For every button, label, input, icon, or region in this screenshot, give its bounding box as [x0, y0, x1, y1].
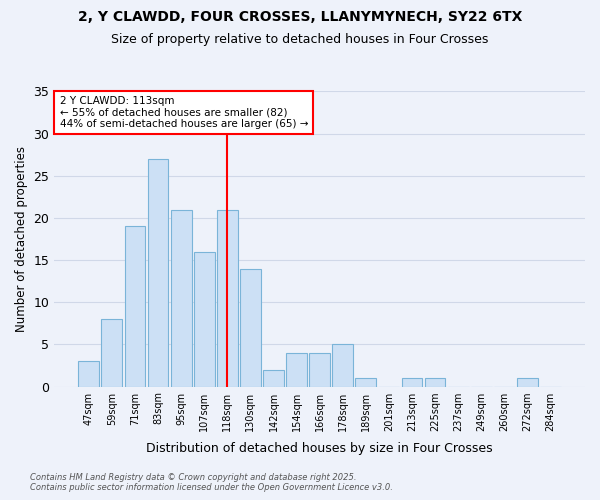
Bar — [309, 353, 330, 386]
Text: 2, Y CLAWDD, FOUR CROSSES, LLANYMYNECH, SY22 6TX: 2, Y CLAWDD, FOUR CROSSES, LLANYMYNECH, … — [78, 10, 522, 24]
Bar — [194, 252, 215, 386]
Bar — [240, 268, 261, 386]
Y-axis label: Number of detached properties: Number of detached properties — [15, 146, 28, 332]
Bar — [217, 210, 238, 386]
Bar — [171, 210, 191, 386]
Bar — [286, 353, 307, 386]
Text: 2 Y CLAWDD: 113sqm
← 55% of detached houses are smaller (82)
44% of semi-detache: 2 Y CLAWDD: 113sqm ← 55% of detached hou… — [59, 96, 308, 129]
Bar — [125, 226, 145, 386]
Bar — [101, 319, 122, 386]
Bar — [425, 378, 445, 386]
Bar — [401, 378, 422, 386]
Bar — [79, 361, 99, 386]
Bar — [517, 378, 538, 386]
Bar — [148, 159, 169, 386]
X-axis label: Distribution of detached houses by size in Four Crosses: Distribution of detached houses by size … — [146, 442, 493, 455]
Bar — [355, 378, 376, 386]
Bar — [332, 344, 353, 387]
Bar — [263, 370, 284, 386]
Text: Contains HM Land Registry data © Crown copyright and database right 2025.
Contai: Contains HM Land Registry data © Crown c… — [30, 473, 393, 492]
Text: Size of property relative to detached houses in Four Crosses: Size of property relative to detached ho… — [112, 32, 488, 46]
